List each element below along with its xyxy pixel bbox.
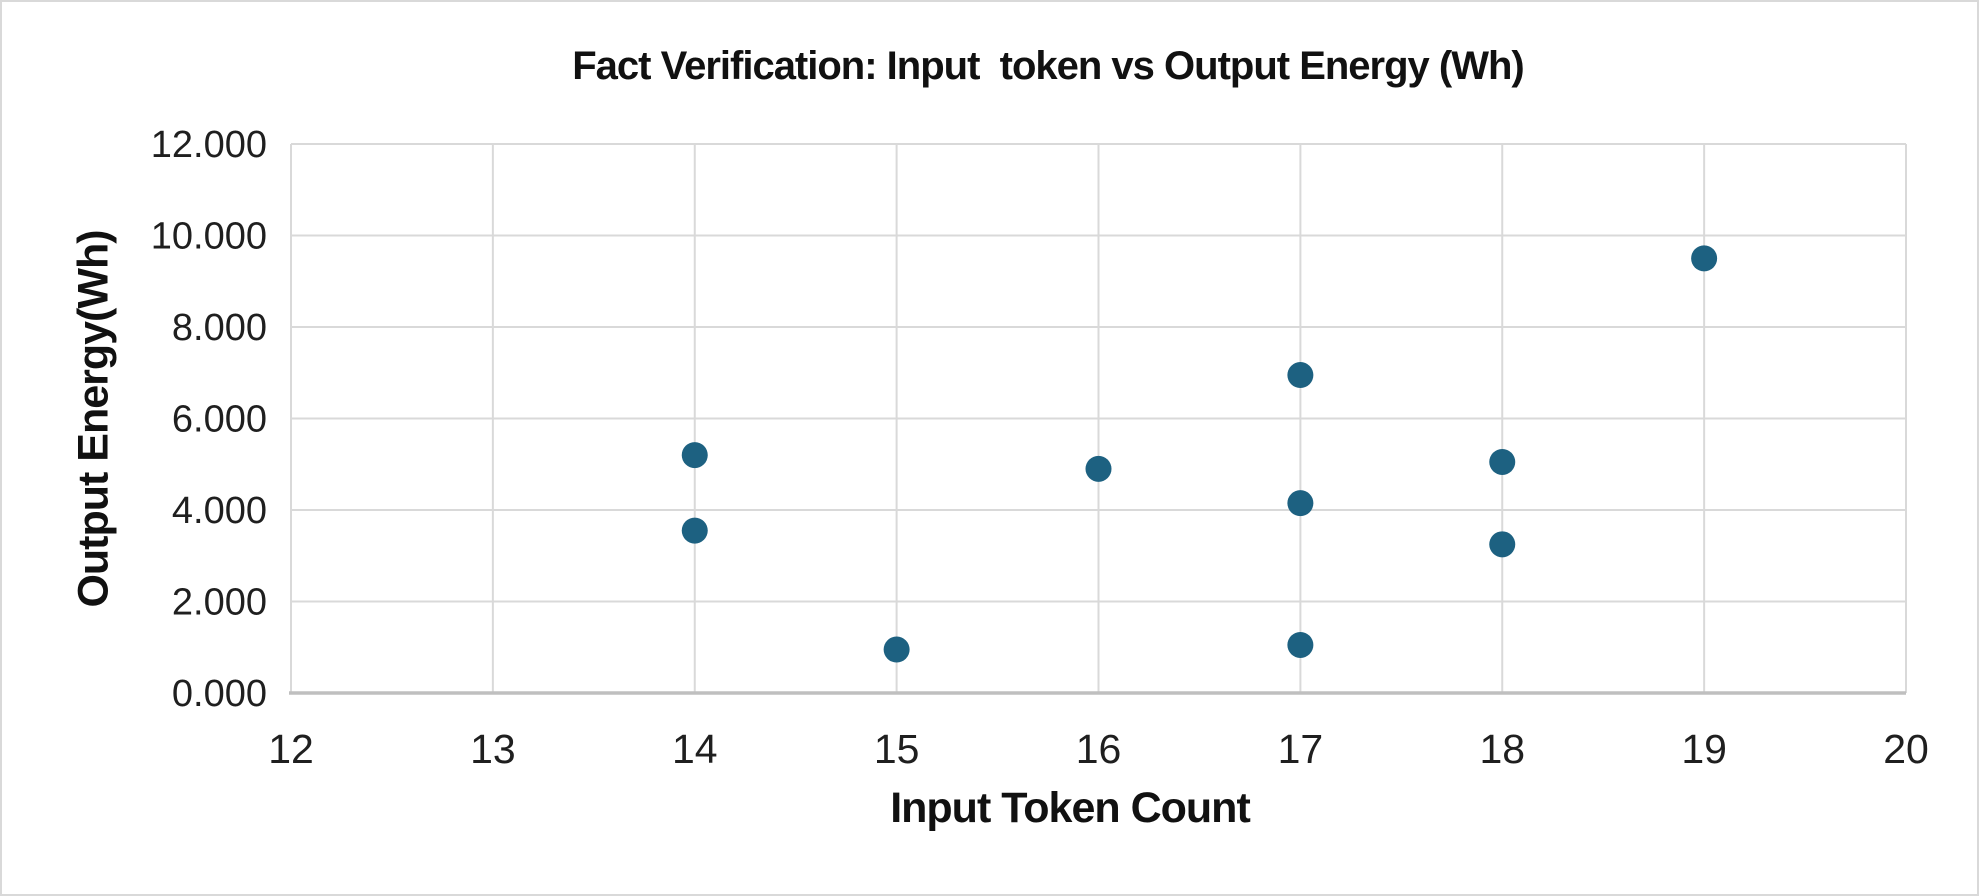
data-point <box>1287 490 1314 517</box>
data-point <box>1489 448 1516 475</box>
x-axis-title: Input Token Count <box>890 784 1251 832</box>
x-tick-label: 18 <box>1479 726 1525 772</box>
x-tick-label: 19 <box>1681 726 1727 772</box>
data-point <box>1691 245 1718 272</box>
y-tick-label: 12.000 <box>151 124 267 166</box>
y-tick-label: 6.000 <box>172 399 267 441</box>
data-point <box>681 442 708 469</box>
y-tick-label: 8.000 <box>172 307 267 349</box>
y-tick-label: 0.000 <box>172 673 267 715</box>
x-tick-label: 17 <box>1278 726 1324 772</box>
y-tick-label: 2.000 <box>172 582 267 624</box>
x-tick-label: 14 <box>672 726 718 772</box>
chart-title: Fact Verification: Input token vs Output… <box>572 44 1525 88</box>
data-point <box>1489 531 1516 558</box>
data-point <box>1287 362 1314 389</box>
x-tick-label: 20 <box>1883 726 1929 772</box>
y-tick-label: 10.000 <box>151 216 267 258</box>
data-point <box>681 517 708 544</box>
data-point <box>883 636 910 663</box>
x-tick-label: 12 <box>268 726 314 772</box>
data-point <box>1287 631 1314 658</box>
data-point <box>1085 455 1112 482</box>
x-tick-label: 15 <box>874 726 920 772</box>
x-tick-label: 16 <box>1076 726 1122 772</box>
x-tick-label: 13 <box>470 726 516 772</box>
y-tick-label: 4.000 <box>172 490 267 532</box>
